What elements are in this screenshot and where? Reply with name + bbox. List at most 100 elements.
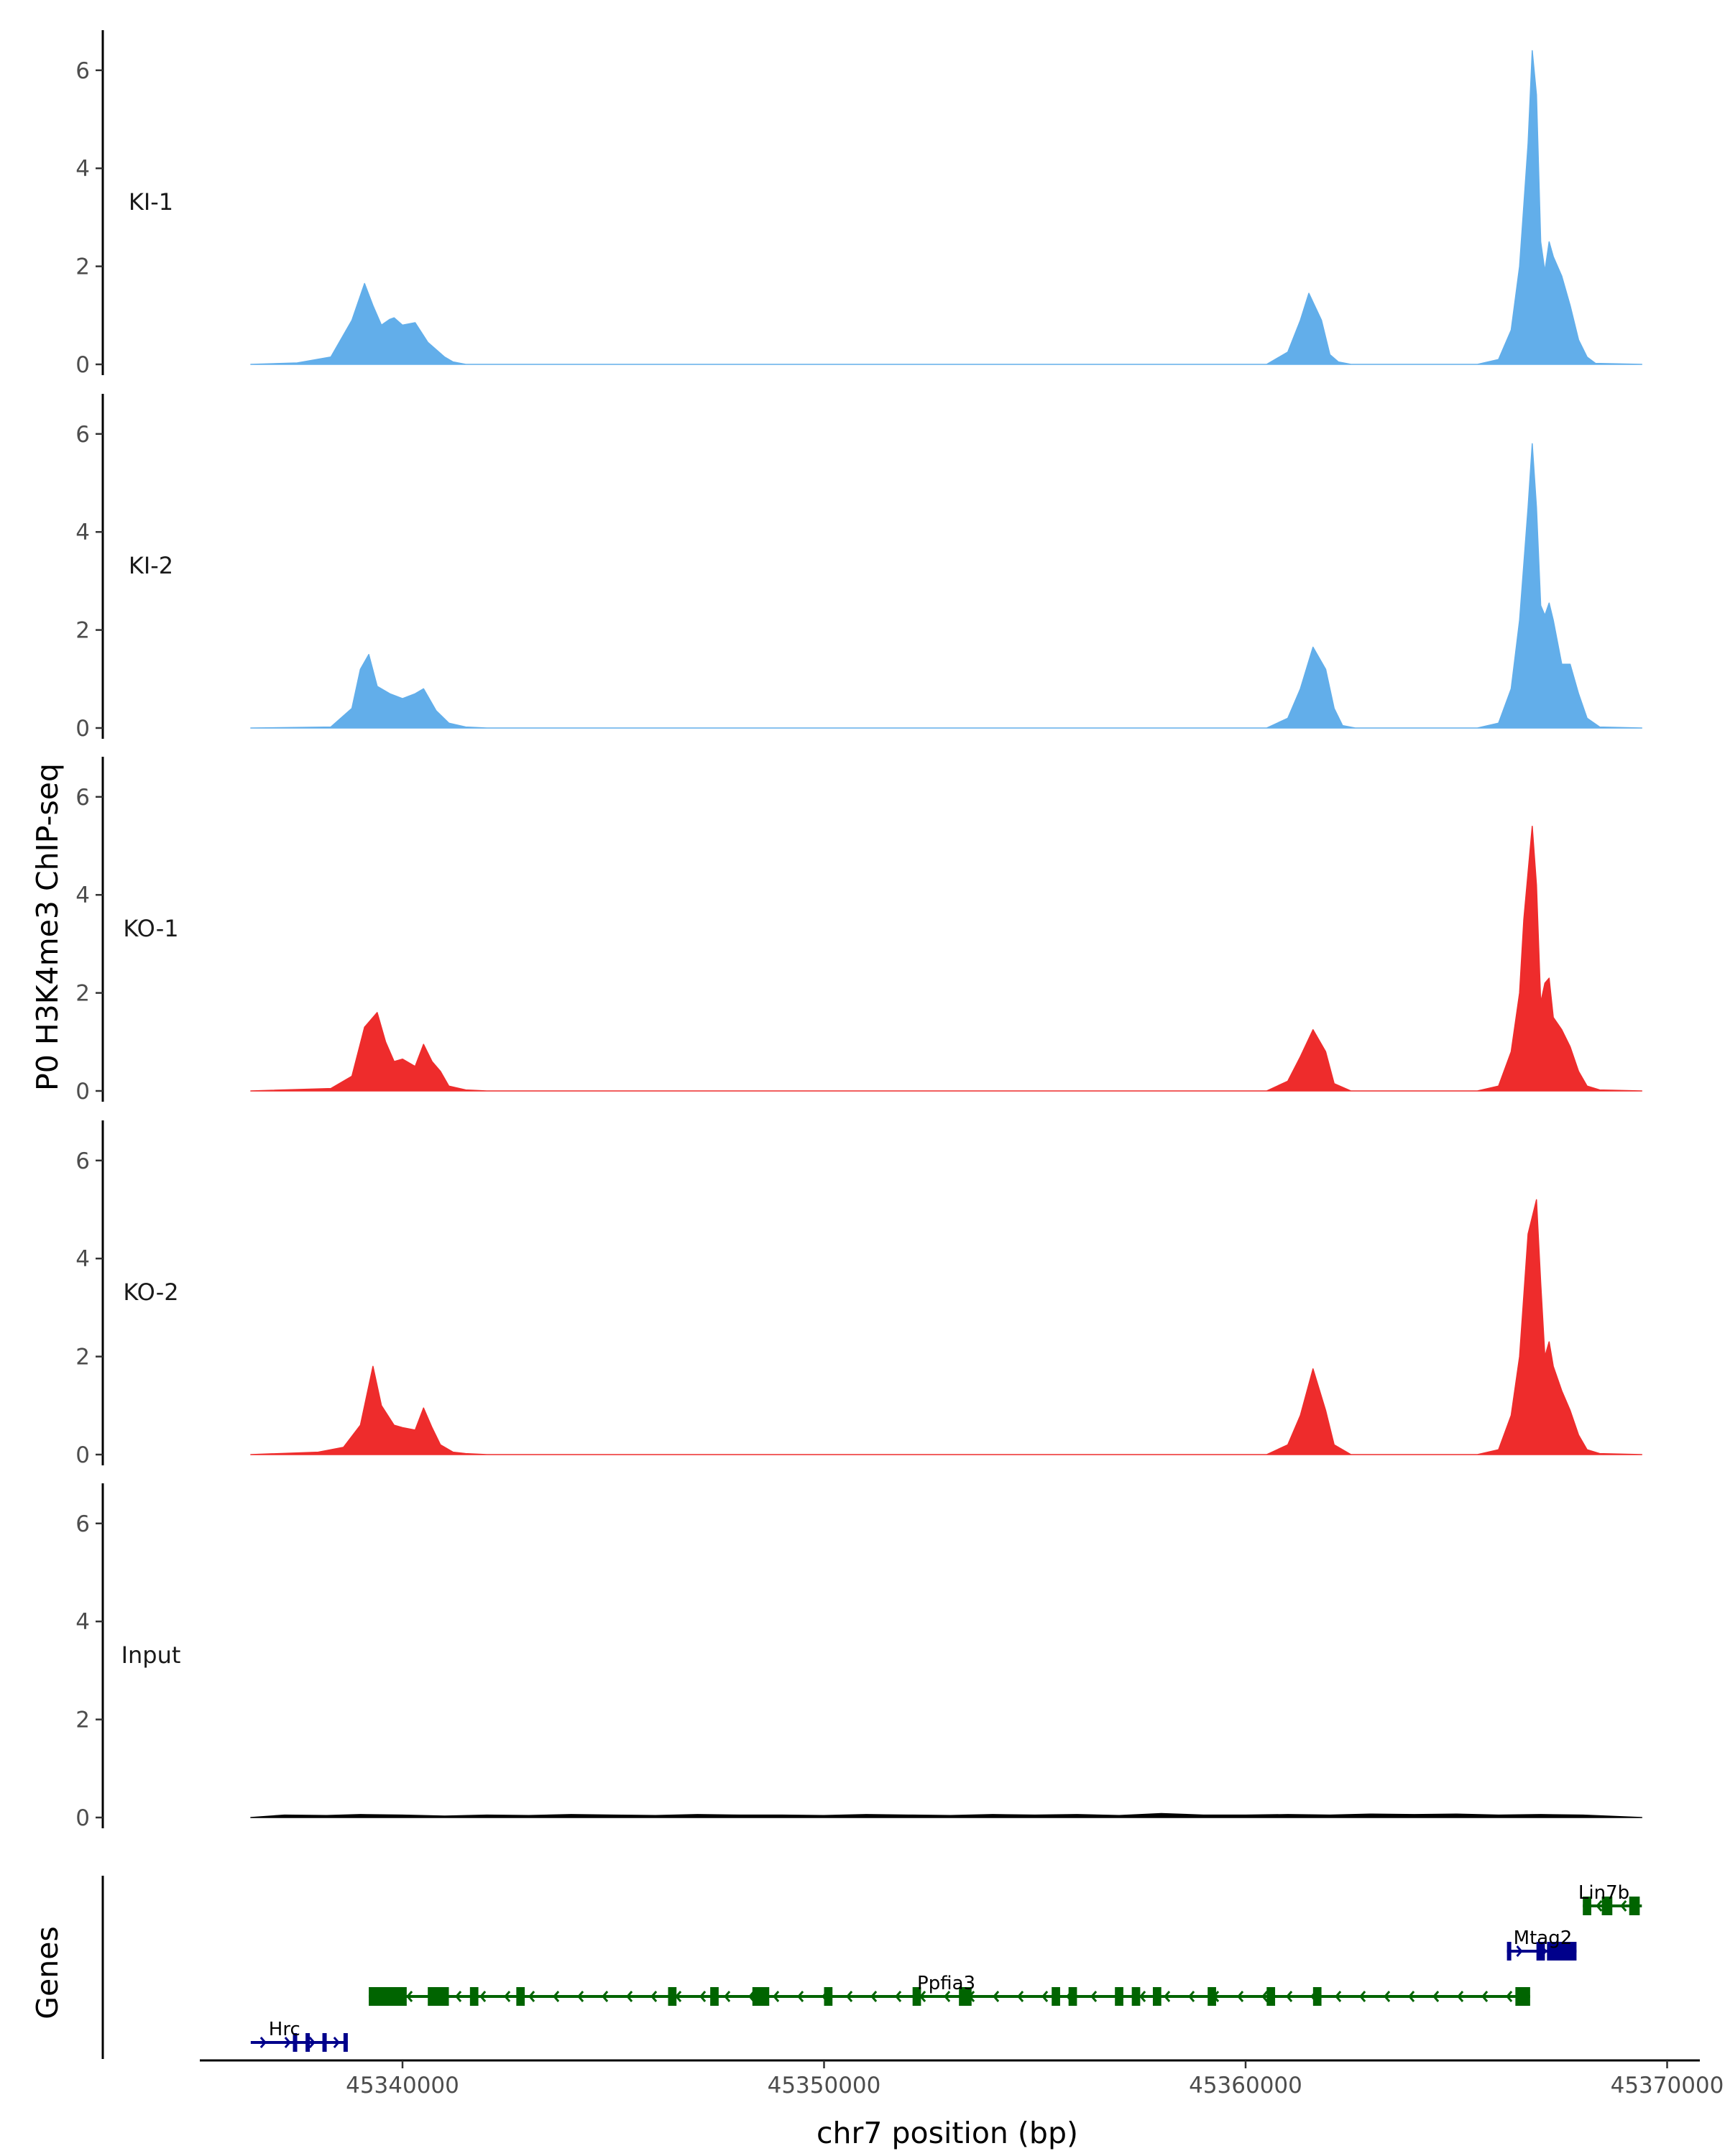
exon-block (1208, 1987, 1216, 2006)
strand-chevron (504, 1991, 511, 2002)
y-tick-label: 0 (75, 1079, 90, 1105)
y-tick-label: 0 (75, 352, 90, 378)
exon-block (1629, 1897, 1640, 1915)
exon-block (1115, 1987, 1123, 2006)
x-axis-title: chr7 position (bp) (816, 2116, 1078, 2150)
y-tick-label: 2 (75, 254, 90, 280)
exon-block (668, 1987, 677, 2006)
track-input: 0 2 4 6 Input (75, 1483, 1643, 1831)
coverage-area (250, 1199, 1643, 1455)
strand-chevron (577, 1991, 584, 2002)
exon-block (343, 2033, 348, 2052)
strand-chevron (944, 1991, 951, 2002)
exon-block (293, 2033, 298, 2052)
strand-chevron (528, 1991, 535, 2002)
y-tick-label: 0 (75, 716, 90, 742)
exon-block (824, 1987, 833, 2006)
genes-track-title: Genes (30, 1926, 65, 2019)
exon-block (1506, 1942, 1512, 1961)
y-tick-label: 4 (75, 156, 90, 182)
x-tick-label: 45340000 (346, 2073, 459, 2099)
track-label: KI-1 (129, 188, 173, 216)
exon-block (1547, 1942, 1577, 1961)
exon-block (516, 1987, 525, 2006)
track-label: Input (121, 1641, 181, 1669)
track-ki-1: 0 2 4 6 KI-1 (75, 30, 1643, 378)
exon-block (305, 2033, 310, 2052)
exon-block (322, 2033, 327, 2052)
strand-chevron (724, 1991, 731, 2002)
strand-chevron (699, 1991, 707, 2002)
y-tick-label: 0 (75, 1442, 90, 1468)
gene-mtag2: Mtag2 (1506, 1927, 1577, 1961)
coverage-area (250, 50, 1643, 365)
strand-chevron (1506, 1991, 1513, 2002)
exon-block (369, 1987, 407, 2006)
exon-block (959, 1987, 972, 2006)
track-label: KI-2 (129, 552, 173, 579)
strand-chevron (1481, 1991, 1489, 2002)
exon-block (912, 1987, 921, 2006)
track-label: KO-2 (123, 1279, 178, 1306)
strand-chevron (1335, 1991, 1342, 2002)
exon-block (1312, 1987, 1322, 2006)
exon-block (1583, 1897, 1591, 1915)
track-label: KO-1 (123, 915, 178, 942)
strand-chevron (1017, 1991, 1024, 2002)
gene-lin7b: Lin7b (1578, 1882, 1642, 1915)
y-tick-label: 4 (75, 1246, 90, 1272)
exon-block (1266, 1987, 1276, 2006)
strand-chevron (626, 1991, 633, 2002)
strand-chevron (1384, 1991, 1391, 2002)
gene-label: Lin7b (1578, 1882, 1629, 1904)
gene-label: Mtag2 (1514, 1927, 1573, 1949)
strand-chevron (1596, 1900, 1603, 1912)
exon-block (469, 1987, 479, 2006)
y-tick-label: 6 (75, 58, 90, 84)
strand-chevron (553, 1991, 560, 2002)
strand-chevron (1261, 1991, 1269, 2002)
y-tick-label: 4 (75, 520, 90, 545)
x-axis: 45340000 45350000 45360000 45370000 (200, 2059, 1724, 2099)
strand-chevron (993, 1991, 1000, 2002)
strand-chevron (1188, 1991, 1195, 2002)
coverage-area (250, 825, 1643, 1092)
exon-block (428, 1987, 449, 2006)
strand-chevron (895, 1991, 902, 2002)
strand-chevron (1237, 1991, 1244, 2002)
x-tick-label: 45360000 (1189, 2073, 1302, 2099)
y-tick-label: 2 (75, 1345, 90, 1370)
x-tick-label: 45350000 (768, 2073, 881, 2099)
strand-chevron (846, 1991, 853, 2002)
x-tick-label: 45370000 (1611, 2073, 1724, 2099)
strand-chevron (479, 1991, 487, 2002)
strand-chevron (333, 2037, 340, 2048)
y-tick-label: 2 (75, 981, 90, 1007)
exon-block (752, 1987, 770, 2006)
strand-chevron (308, 2037, 316, 2048)
gene-label: Ppfia3 (917, 1973, 975, 1994)
y-tick-label: 4 (75, 1609, 90, 1635)
y-tick-label: 0 (75, 1805, 90, 1831)
coverage-area (250, 1812, 1643, 1818)
strand-chevron (1164, 1991, 1171, 2002)
strand-chevron (1432, 1991, 1440, 2002)
y-tick-label: 6 (75, 1148, 90, 1174)
strand-chevron (650, 1991, 658, 2002)
strand-chevron (1359, 1991, 1366, 2002)
strand-chevron (455, 1991, 462, 2002)
exon-block (1131, 1987, 1141, 2006)
strand-chevron (1090, 1991, 1098, 2002)
exon-block (1515, 1987, 1530, 2006)
strand-chevron (773, 1991, 780, 2002)
y-tick-label: 6 (75, 422, 90, 448)
strand-chevron (870, 1991, 878, 2002)
exon-block (1052, 1987, 1060, 2006)
strand-chevron (1516, 1945, 1523, 1957)
coverage-area (250, 443, 1643, 729)
strand-chevron (602, 1991, 609, 2002)
exon-block (1601, 1897, 1613, 1915)
y-tick-label: 2 (75, 1708, 90, 1733)
